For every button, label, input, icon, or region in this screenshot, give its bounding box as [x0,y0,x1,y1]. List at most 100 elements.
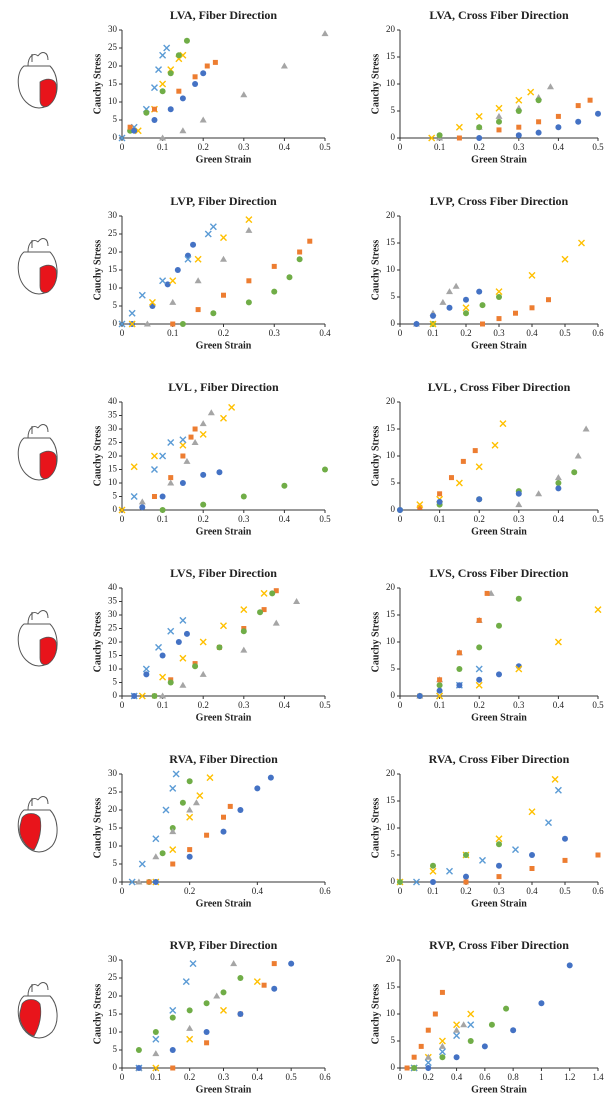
point [446,867,453,875]
x-tick-label: 0.5 [319,700,331,710]
point [411,1054,417,1060]
x-tick-label: 0.2 [218,328,229,338]
x-tick-label: 0.2 [474,700,485,710]
point [200,70,207,77]
y-axis-label: Cauchy Stress [370,426,381,487]
x-tick-label: 0.6 [479,1072,491,1082]
point [152,1050,160,1057]
point [555,480,562,486]
y-tick-label: 20 [108,246,118,256]
y-tick-label: 30 [108,768,118,778]
point [138,692,146,700]
point [186,806,194,813]
y-tick-label: 5 [391,849,396,859]
x-tick-label: 0.3 [513,700,525,710]
point [488,1021,495,1028]
point [169,277,177,285]
point [446,288,453,295]
point [167,479,175,486]
point [228,403,236,411]
x-tick-label: 0 [398,142,403,152]
point [456,135,462,141]
heart-icon [17,610,58,667]
point [240,628,247,635]
x-tick-label: 0.3 [513,514,525,524]
point [545,819,552,827]
x-tick-label: 0.1 [434,514,445,524]
heart-icon [17,424,58,481]
point [453,1054,460,1061]
point [254,785,261,792]
x-tick-label: 0.4 [553,700,565,710]
point [439,1054,446,1061]
point [495,835,503,843]
heart-icon [17,982,58,1039]
point [183,457,191,464]
chart-title: RVA, Fiber Direction [169,752,278,766]
point [296,256,303,263]
x-tick-label: 0.5 [319,514,331,524]
point [175,639,182,645]
point [495,104,503,112]
y-tick-label: 5 [391,291,396,301]
x-tick-label: 0.3 [493,886,505,896]
x-axis-label: Green Strain [196,1084,252,1095]
y-tick-label: 20 [386,768,396,778]
x-tick-label: 0.3 [218,1072,230,1082]
point [186,1007,193,1014]
point [151,106,157,112]
point [183,37,190,44]
point [261,607,267,613]
point [151,494,157,499]
point [496,118,502,125]
y-tick-label: 30 [108,210,118,220]
point [179,616,187,624]
y-tick-label: 0 [113,1062,118,1072]
chart-title: RVP, Cross Fiber Direction [429,938,569,952]
y-tick-label: 0 [113,876,118,886]
y-tick-label: 25 [108,623,118,633]
point [475,112,483,120]
point [307,238,313,244]
point [536,119,542,125]
y-tick-label: 0 [113,132,118,142]
x-axis-label: Green Strain [471,712,527,723]
y-tick-label: 15 [108,264,118,274]
point [495,288,503,296]
x-tick-label: 0.5 [592,700,604,710]
point [515,665,523,673]
point [561,255,569,263]
point [179,441,187,449]
chart-title: LVA, Fiber Direction [170,8,278,22]
point [438,1048,446,1056]
point [496,841,502,848]
point [529,852,535,858]
y-tick-label: 25 [108,42,118,52]
point [495,112,503,119]
point [321,30,329,37]
x-tick-label: 0.5 [559,886,571,896]
point [184,255,192,263]
point [135,1047,142,1053]
x-tick-label: 0 [398,1072,403,1082]
x-tick-label: 0.2 [198,514,209,524]
y-tick-label: 20 [386,24,396,34]
point [151,693,158,699]
y-axis-label: Cauchy Stress [92,426,103,487]
point [128,309,136,317]
point [167,106,174,113]
point [220,234,227,242]
x-tick-label: 0.4 [319,328,331,338]
x-tick-label: 0.3 [238,142,250,152]
point [476,676,483,683]
y-tick-label: 20 [386,210,396,220]
point [179,95,186,102]
point [430,862,436,869]
point [260,589,268,597]
point [170,861,176,867]
point [428,134,436,142]
point [438,1037,446,1045]
point [209,223,217,231]
y-tick-label: 0 [391,690,396,700]
x-tick-label: 0.5 [592,142,604,152]
